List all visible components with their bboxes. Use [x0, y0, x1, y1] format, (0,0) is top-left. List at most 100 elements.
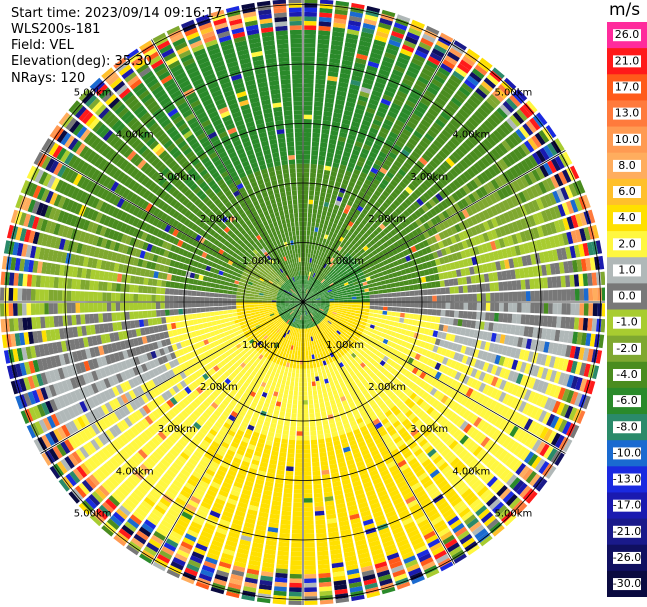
range-gate: [394, 282, 400, 287]
range-gate: [350, 275, 356, 280]
range-gate: [336, 277, 342, 282]
range-gate: [380, 266, 387, 272]
range-gate: [311, 300, 317, 301]
range-gate: [361, 321, 367, 326]
range-gate: [469, 204, 478, 215]
range-gate: [316, 65, 327, 72]
range-gate: [303, 168, 310, 173]
range-gate: [442, 420, 452, 430]
range-gate: [489, 460, 500, 472]
range-gate: [396, 292, 401, 297]
range-gate: [424, 201, 433, 210]
range-gate: [432, 139, 443, 149]
range-gate: [343, 297, 348, 300]
range-gate: [304, 533, 315, 539]
range-gate: [408, 364, 415, 372]
range-gate: [364, 111, 375, 119]
range-gate: [363, 359, 370, 365]
range-gate: [432, 156, 442, 166]
range-gate: [291, 542, 302, 548]
range-gate: [403, 218, 411, 226]
range-gate: [431, 399, 440, 409]
range-gate: [468, 400, 477, 411]
range-gate: [401, 302, 406, 307]
range-gate: [510, 195, 519, 207]
range-gate: [306, 368, 311, 374]
range-gate: [434, 273, 440, 281]
range-gate: [425, 60, 439, 70]
range-gate: [345, 214, 352, 221]
range-gate: [463, 423, 473, 434]
range-gate: [295, 373, 299, 378]
range-gate: [305, 342, 308, 347]
range-gate: [374, 335, 381, 341]
range-gate: [342, 328, 348, 334]
range-gate: [316, 213, 322, 219]
range-gate: [421, 276, 427, 283]
range-gate: [346, 338, 352, 344]
range-gate: [319, 375, 324, 381]
range-gate: [334, 303, 339, 306]
range-gate: [442, 229, 450, 238]
range-gate: [291, 354, 295, 360]
range-gate: [505, 324, 512, 334]
range-gate: [351, 268, 357, 273]
range-gate: [592, 287, 598, 301]
range-gate: [448, 318, 454, 326]
range-gate: [483, 119, 495, 131]
range-gate: [427, 295, 433, 302]
range-gate: [368, 327, 374, 333]
range-gate: [422, 192, 431, 201]
range-gate: [343, 46, 356, 53]
range-gate: [413, 147, 424, 156]
range-gate: [459, 173, 469, 184]
range-gate: [318, 398, 324, 404]
range-gate: [412, 201, 421, 209]
range-gate: [364, 312, 370, 316]
range-gate: [399, 334, 405, 340]
range-gate: [431, 78, 443, 89]
range-gate: [327, 235, 332, 241]
range-gate: [465, 387, 474, 398]
range-gate: [485, 195, 494, 206]
range-gate: [304, 11, 317, 17]
range-gate: [285, 470, 294, 476]
range-gate: [477, 159, 487, 171]
range-gate: [409, 203, 417, 212]
range-gate: [360, 235, 366, 242]
range-gate: [478, 84, 491, 96]
range-gate: [322, 206, 328, 212]
range-gate: [458, 108, 470, 119]
range-gate: [478, 222, 486, 233]
range-gate: [386, 288, 392, 293]
range-gate: [534, 183, 544, 196]
range-gate: [291, 372, 296, 378]
range-gate: [418, 302, 424, 308]
range-gate: [396, 90, 408, 99]
range-gate: [600, 319, 605, 333]
range-gate: [382, 293, 388, 298]
range-gate: [504, 77, 517, 90]
range-gate: [509, 441, 520, 454]
range-gate: [315, 264, 320, 270]
range-gate: [429, 208, 438, 217]
range-gate: [357, 239, 363, 245]
range-gate: [400, 291, 406, 297]
range-gate: [362, 78, 374, 86]
range-gate: [348, 270, 354, 275]
range-gate: [398, 86, 410, 95]
range-gate: [320, 296, 325, 299]
range-gate: [331, 40, 344, 47]
range-gate: [450, 136, 461, 147]
range-gate: [395, 312, 401, 317]
range-gate: [327, 250, 332, 256]
range-gate: [550, 263, 556, 275]
range-gate: [347, 237, 354, 243]
range-gate: [409, 266, 415, 273]
range-gate: [405, 158, 415, 167]
range-gate: [347, 162, 356, 169]
range-gate: [325, 299, 330, 301]
range-gate: [484, 169, 494, 180]
range-gate: [495, 378, 503, 389]
range-gate: [315, 279, 319, 284]
